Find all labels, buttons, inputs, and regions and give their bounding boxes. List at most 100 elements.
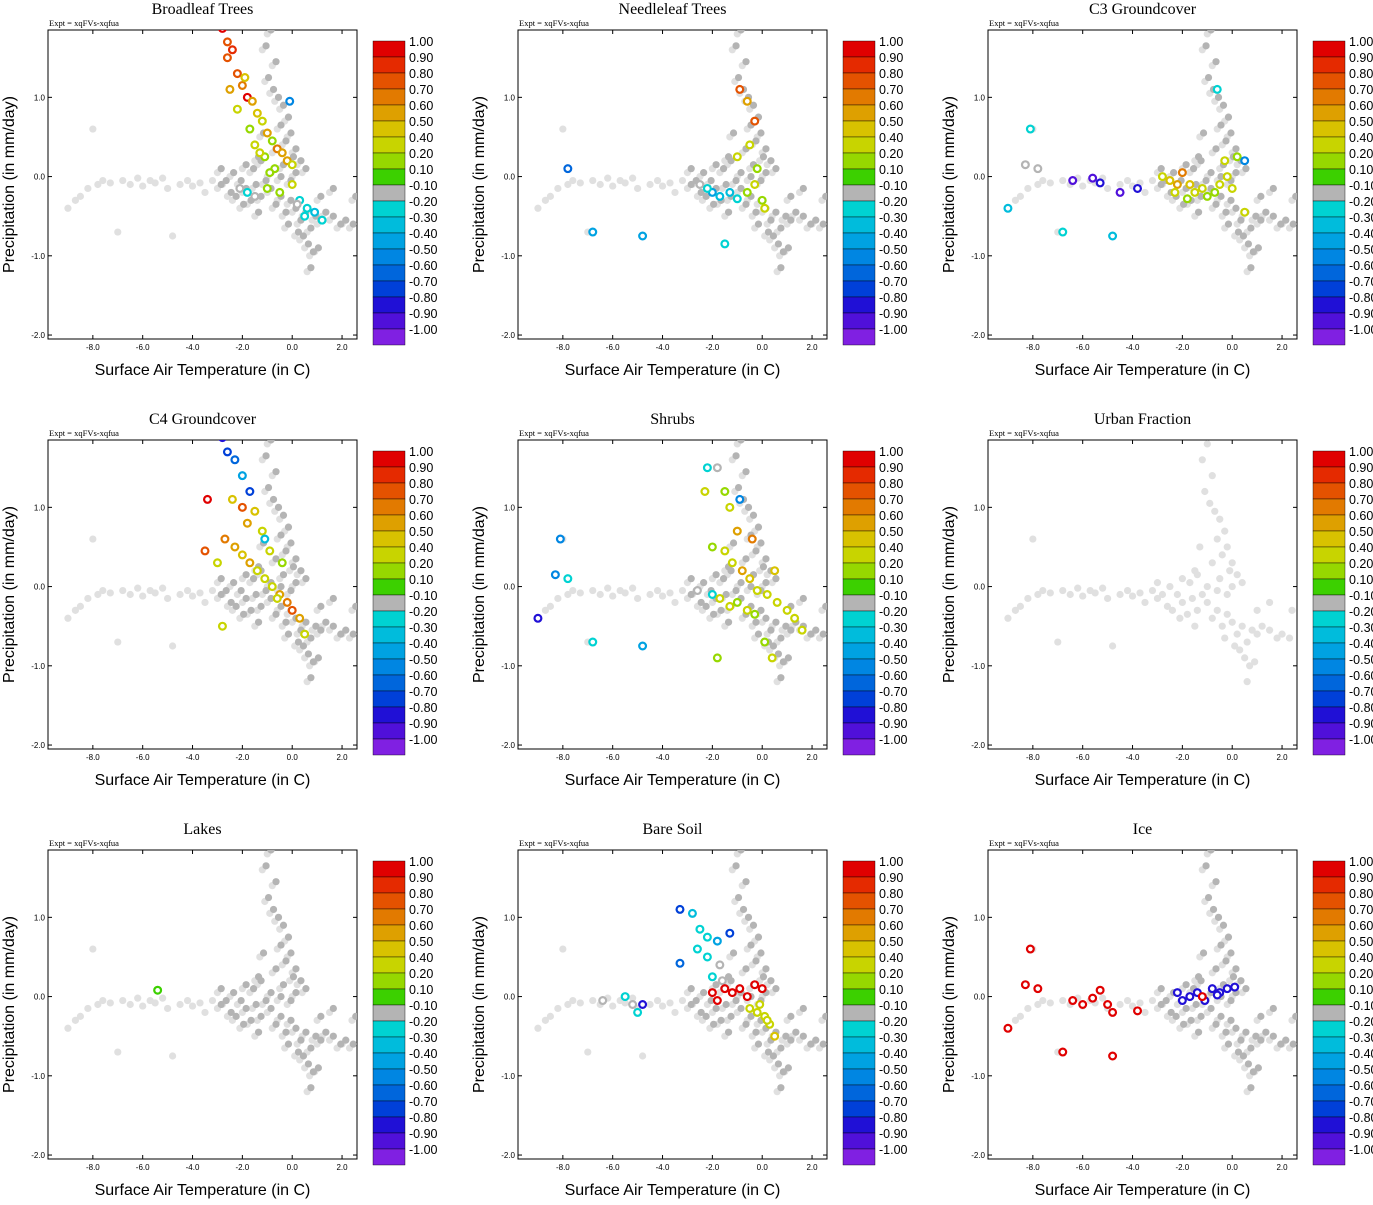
data-point — [563, 574, 573, 584]
data-point — [687, 908, 697, 918]
neutral-point — [342, 1036, 350, 1044]
colorbar-swatch — [842, 216, 876, 234]
colorbar-swatch — [372, 498, 406, 516]
neutral-point — [342, 626, 350, 634]
background-point — [1116, 590, 1124, 599]
neutral-point — [312, 1032, 320, 1040]
panel-title: Shrubs — [650, 411, 694, 428]
neutral-point — [752, 547, 760, 555]
background-point — [1221, 527, 1229, 535]
neutral-point — [1247, 224, 1255, 232]
neutral-point — [724, 208, 733, 216]
colorbar-swatch — [372, 530, 406, 548]
colorbar-label: 0.60 — [879, 919, 903, 933]
colorbar-swatch — [842, 312, 876, 330]
scatter-layer — [534, 850, 827, 1096]
colorbar-swatch — [842, 72, 876, 90]
data-point — [692, 944, 702, 954]
colorbar-swatch — [1312, 546, 1346, 564]
data-point — [310, 207, 320, 217]
x-axis-label: Surface Air Temperature (in C) — [1035, 362, 1251, 379]
neutral-point — [752, 1028, 760, 1036]
neutral-point — [1262, 208, 1270, 216]
background-point — [76, 192, 84, 200]
x-tick-label: -4.0 — [1126, 753, 1140, 762]
neutral-point — [292, 989, 300, 997]
scatter-layer — [1003, 850, 1297, 1096]
background-point — [76, 602, 84, 610]
neutral-point — [237, 996, 245, 1005]
background-point — [134, 994, 142, 1002]
panel-title: Lakes — [183, 821, 221, 838]
x-tick-label: 0.0 — [287, 753, 299, 762]
x-tick-label: -4.0 — [1126, 343, 1140, 352]
background-point — [1203, 440, 1211, 448]
data-point — [712, 936, 722, 946]
x-tick-label: -4.0 — [186, 1163, 200, 1172]
neutral-point — [352, 1012, 357, 1020]
neutral-point — [302, 1028, 310, 1036]
neutral-point — [1282, 1036, 1290, 1044]
neutral-point — [1194, 1028, 1203, 1036]
background-point — [564, 180, 572, 189]
neutral-point — [1269, 1032, 1277, 1040]
neutral-point — [1212, 965, 1220, 973]
y-tick-label: 0.0 — [974, 583, 986, 592]
neutral-point — [769, 232, 778, 240]
neutral-point — [710, 1020, 718, 1028]
data-point — [555, 534, 565, 544]
neutral-point — [1217, 941, 1225, 949]
colorbar-label: -0.60 — [409, 669, 438, 683]
neutral-point — [247, 1016, 255, 1024]
y-tick-label: -1.0 — [501, 662, 515, 671]
colorbar-swatch — [1312, 1004, 1346, 1022]
y-axis-label: Precipitation (in mm/day) — [471, 916, 488, 1093]
neutral-point — [297, 977, 305, 985]
data-point — [227, 45, 237, 55]
data-point — [702, 932, 712, 942]
background-point — [1091, 589, 1099, 597]
data-point — [277, 148, 287, 158]
colorbar-label: -0.60 — [409, 259, 438, 273]
background-point — [99, 996, 107, 1005]
neutral-point — [240, 200, 248, 208]
neutral-point — [732, 452, 740, 460]
data-point — [707, 589, 717, 599]
neutral-point — [767, 977, 775, 985]
colorbar-label: -0.40 — [409, 227, 438, 241]
background-point — [621, 179, 629, 187]
data-point — [277, 558, 287, 568]
colorbar-swatch — [842, 168, 876, 186]
background-point — [653, 996, 662, 1005]
data-point — [230, 455, 240, 465]
neutral-point — [732, 862, 740, 870]
neutral-point — [1257, 1036, 1265, 1044]
neutral-point — [702, 192, 710, 200]
neutral-point — [1232, 1024, 1240, 1032]
colorbar-label: 0.90 — [409, 51, 433, 65]
colorbar-label: -0.20 — [879, 605, 908, 619]
neutral-point — [304, 1060, 313, 1068]
panel-title: Ice — [1133, 821, 1153, 838]
background-point — [1158, 590, 1167, 599]
data-point — [1095, 985, 1105, 995]
neutral-point — [1202, 176, 1210, 185]
colorbar: 1.00 0.90 0.80 0.70 0.60 0.50 0.40 0.20 0.10 -0.1… — [1312, 855, 1373, 1166]
data-point — [250, 506, 260, 516]
panel-title: Bare Soil — [643, 821, 704, 838]
x-tick-label: 2.0 — [806, 343, 818, 352]
colorbar-label: -1.00 — [1349, 323, 1373, 337]
colorbar-label: 0.40 — [879, 951, 903, 965]
neutral-point — [712, 161, 720, 169]
x-tick-label: -4.0 — [186, 753, 200, 762]
neutral-point — [272, 610, 280, 618]
colorbar-label: 1.00 — [879, 35, 903, 49]
x-tick-label: 2.0 — [806, 753, 818, 762]
data-point — [742, 605, 752, 615]
neutral-point — [777, 674, 785, 682]
y-tick-label: 0.0 — [504, 173, 516, 182]
neutral-point — [1234, 228, 1243, 236]
background-point — [546, 192, 554, 200]
data-point — [702, 183, 712, 193]
colorbar-swatch — [1312, 184, 1346, 202]
